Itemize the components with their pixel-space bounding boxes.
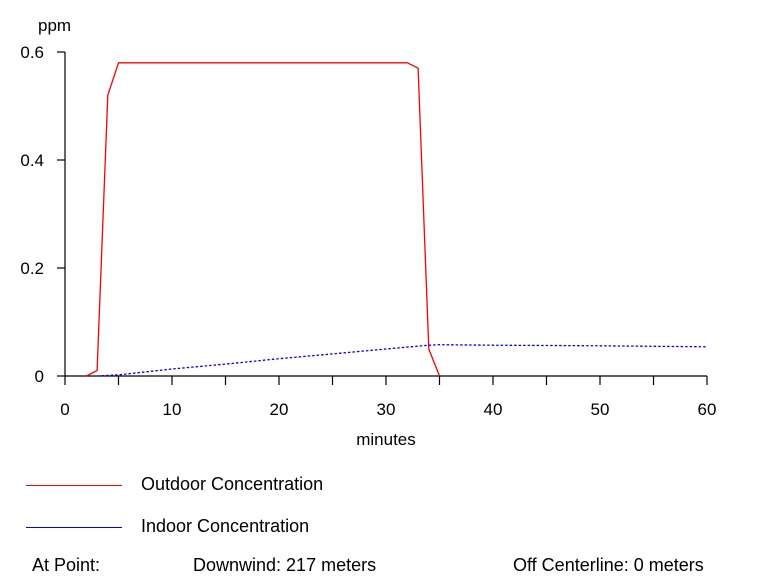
downwind-readout: Downwind: 217 meters (193, 555, 377, 575)
series-line-outdoor (86, 62, 441, 377)
legend-item-outdoor: Outdoor Concentration (26, 474, 526, 498)
legend-swatch-outdoor (26, 485, 122, 486)
series-layer (86, 62, 708, 377)
legend-label-indoor: Indoor Concentration (141, 516, 310, 536)
x-tick-label-50: 50 (591, 400, 610, 419)
y-tick-label-1: 0.2 (20, 259, 44, 278)
x-tick-label-40: 40 (484, 400, 503, 419)
x-tick-label-30: 30 (377, 400, 396, 419)
legend-label-outdoor: Outdoor Concentration (141, 474, 324, 494)
y-tick-label-0: 0 (35, 367, 44, 386)
legend-swatch-indoor (26, 527, 122, 528)
y-axis-label: ppm (38, 16, 71, 35)
x-tick-label-0: 0 (60, 400, 69, 419)
x-axis-label: minutes (356, 430, 416, 449)
footer: At Point: Downwind: 217 meters Off Cente… (0, 555, 784, 579)
series-line-indoor (97, 344, 708, 377)
y-tick-label-2: 0.4 (20, 151, 44, 170)
off-centerline-readout: Off Centerline: 0 meters (513, 555, 704, 575)
x-tick-label-60: 60 (698, 400, 717, 419)
concentration-chart: ppm 0 10 20 30 40 50 60 0 0.2 0.4 0.6 minutes (20, 16, 716, 449)
x-tick-label-10: 10 (163, 400, 182, 419)
y-tick-label-3: 0.6 (20, 43, 44, 62)
axis-ticks: 0 10 20 30 40 50 60 0 0.2 0.4 0.6 (20, 43, 716, 419)
legend-item-indoor: Indoor Concentration (26, 516, 526, 540)
x-tick-label-20: 20 (270, 400, 289, 419)
at-point-label: At Point: (32, 555, 101, 575)
